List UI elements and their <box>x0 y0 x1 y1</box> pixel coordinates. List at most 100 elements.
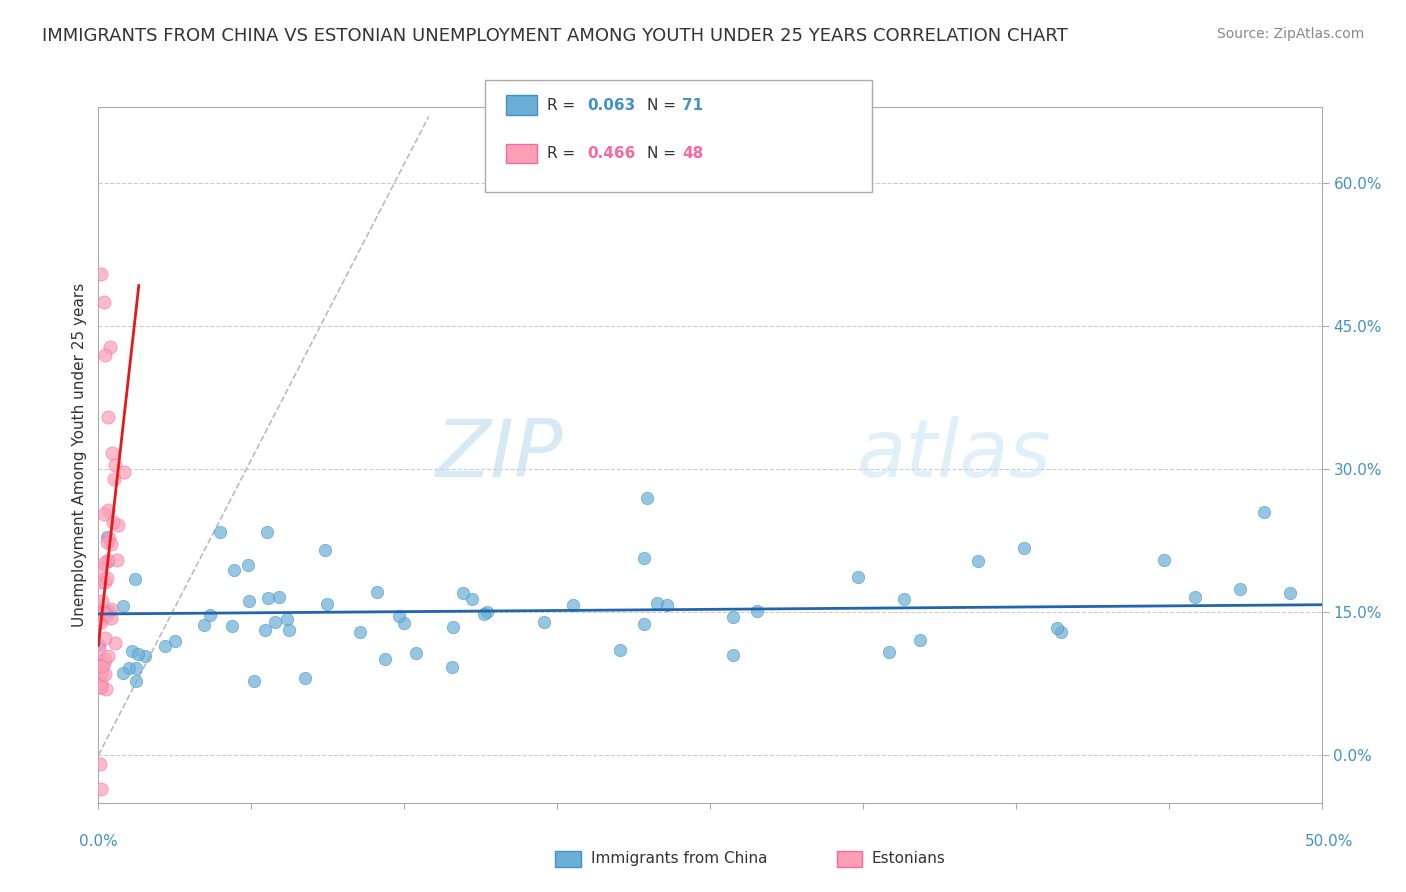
Point <box>93 667 115 681</box>
Text: 50.0%: 50.0% <box>1305 834 1353 849</box>
Point <box>721 609 744 624</box>
Point <box>263 615 285 630</box>
Text: 0.466: 0.466 <box>588 146 636 161</box>
Text: Immigrants from China: Immigrants from China <box>591 852 768 866</box>
Point <box>100 611 122 625</box>
Point <box>104 636 127 650</box>
Point <box>316 597 339 611</box>
Point <box>609 643 631 657</box>
Point <box>633 617 655 632</box>
Point <box>90 593 112 607</box>
Point <box>134 649 156 664</box>
Point <box>879 645 901 659</box>
Point <box>475 605 498 619</box>
Text: IMMIGRANTS FROM CHINA VS ESTONIAN UNEMPLOYMENT AMONG YOUTH UNDER 25 YEARS CORREL: IMMIGRANTS FROM CHINA VS ESTONIAN UNEMPL… <box>42 27 1069 45</box>
Point <box>90 676 112 690</box>
Point <box>405 646 427 660</box>
Point <box>100 446 122 460</box>
Point <box>107 518 129 533</box>
Point <box>101 515 124 529</box>
Point <box>387 609 409 624</box>
Point <box>633 550 655 565</box>
Point <box>657 598 679 612</box>
Point <box>127 648 149 662</box>
Point <box>96 571 118 585</box>
Text: Source: ZipAtlas.com: Source: ZipAtlas.com <box>1216 27 1364 41</box>
Point <box>451 586 474 600</box>
Point <box>1045 622 1067 636</box>
Point <box>104 458 127 473</box>
Point <box>647 596 669 610</box>
Point <box>90 615 112 629</box>
Point <box>98 531 121 545</box>
Point <box>908 633 931 648</box>
Point <box>96 608 118 623</box>
Point <box>440 660 463 674</box>
Text: N =: N = <box>647 146 681 161</box>
Point <box>87 603 110 617</box>
Point <box>87 561 110 575</box>
Point <box>257 591 280 605</box>
Point <box>121 644 143 658</box>
Point <box>253 623 276 637</box>
Point <box>89 641 111 656</box>
Text: atlas: atlas <box>856 416 1052 494</box>
Point <box>846 570 869 584</box>
Text: 0.0%: 0.0% <box>79 834 118 849</box>
Text: 71: 71 <box>682 98 703 112</box>
Point <box>294 671 316 685</box>
Point <box>366 585 388 599</box>
Text: N =: N = <box>647 98 681 112</box>
Point <box>96 530 118 544</box>
Point <box>124 573 146 587</box>
Point <box>97 409 120 424</box>
Point <box>349 625 371 640</box>
Point <box>93 557 115 571</box>
Point <box>94 681 117 696</box>
Point <box>1012 541 1035 556</box>
Point <box>93 606 115 620</box>
Point <box>98 340 121 354</box>
Point <box>222 563 245 577</box>
Point <box>89 680 111 694</box>
Point <box>533 615 555 629</box>
Point <box>561 598 583 612</box>
Point <box>193 618 215 632</box>
Point <box>153 639 176 653</box>
Point <box>209 525 232 540</box>
Point <box>112 465 135 479</box>
Point <box>893 592 915 607</box>
Point <box>90 680 112 694</box>
Point <box>1278 586 1301 600</box>
Point <box>93 295 115 310</box>
Point <box>112 666 135 681</box>
Point <box>165 633 187 648</box>
Point <box>198 608 221 623</box>
Point <box>374 651 396 665</box>
Point <box>461 592 484 607</box>
Point <box>221 619 243 633</box>
Point <box>89 756 111 771</box>
Point <box>90 612 112 626</box>
Point <box>107 553 129 567</box>
Point <box>472 607 495 621</box>
Point <box>125 674 148 689</box>
Point <box>392 616 415 631</box>
Point <box>238 593 260 607</box>
Point <box>90 267 112 281</box>
Point <box>276 612 298 626</box>
Text: 48: 48 <box>682 146 703 161</box>
Point <box>91 605 114 619</box>
Point <box>89 638 111 652</box>
Point <box>98 604 121 618</box>
Point <box>93 651 115 665</box>
Point <box>100 602 122 616</box>
Point <box>236 558 259 573</box>
Point <box>967 554 990 568</box>
Point <box>97 648 120 663</box>
Point <box>97 503 120 517</box>
Point <box>94 632 117 646</box>
Point <box>103 472 125 486</box>
Point <box>1229 582 1251 596</box>
Point <box>94 348 117 362</box>
